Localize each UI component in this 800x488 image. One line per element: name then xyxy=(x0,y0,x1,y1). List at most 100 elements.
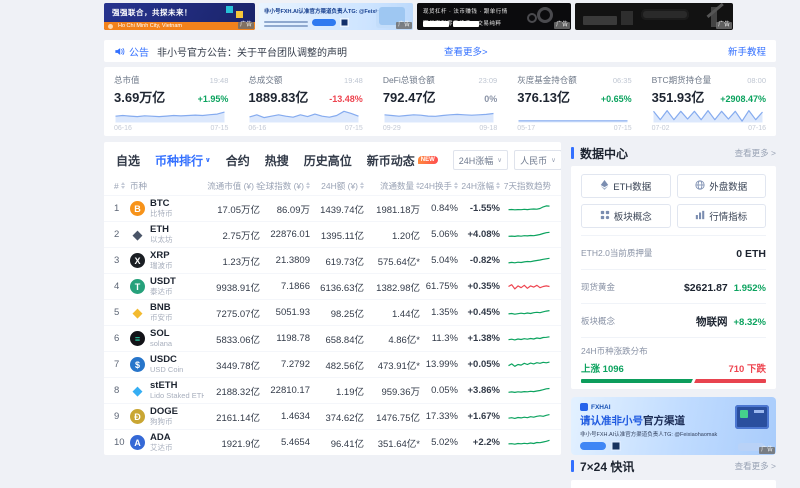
coin-row[interactable]: 3 X XRP 瑞波币 1.23万亿 21.3809 619.73亿 575.6… xyxy=(104,247,561,273)
coin-row[interactable]: 6 ≡ SOL solana 5833.06亿 1198.78 658.84亿 … xyxy=(104,325,561,351)
column-header[interactable]: 24H换手 xyxy=(419,180,458,192)
beginner-tutorial-link[interactable]: 新手教程 xyxy=(727,47,766,58)
stat-value: 1889.83亿 xyxy=(248,90,309,105)
circulating-supply: 1981.18万 xyxy=(376,204,420,216)
up-count: 上涨 1096 xyxy=(581,364,624,375)
ranking-tab[interactable]: 新币动态∨NEW xyxy=(367,152,438,169)
ad-illustration xyxy=(735,405,769,429)
stat-change: +1.95% xyxy=(197,94,229,104)
ranking-tab[interactable]: 币种排行 ∨ xyxy=(155,153,211,168)
coin-row[interactable]: 4 T USDT 泰达币 9938.91亿 7.1866 6136.63亿 13… xyxy=(104,273,561,299)
metric-row[interactable]: 板块概念 物联网 +8.32% xyxy=(581,303,766,330)
data-center-button[interactable]: 板块概念 xyxy=(581,204,671,228)
stat-sparkline xyxy=(652,107,766,124)
news-card-cut xyxy=(571,480,776,488)
volume-24h: 98.25亿 xyxy=(330,308,364,320)
coin-icon: Ð xyxy=(130,409,145,424)
metric-row[interactable]: ETH2.0当前质押量 0 ETH xyxy=(581,235,766,262)
news-more-link[interactable]: 查看更多 > xyxy=(734,461,776,471)
column-header[interactable]: 全球指数 (¥) xyxy=(257,180,310,192)
volume-24h: 6136.63亿 xyxy=(320,282,364,294)
metric-list: ETH2.0当前质押量 0 ETH 现货黄金 $2621.87 1.952% 板块… xyxy=(581,235,766,330)
market-cap: 3449.78亿 xyxy=(216,360,260,372)
grid-icon xyxy=(600,210,610,223)
sort-select[interactable]: 24H涨幅 ∨ xyxy=(452,150,509,170)
coin-row[interactable]: 5 ◆ BNB 币安币 7275.07亿 5051.93 98.25亿 1.44… xyxy=(104,299,561,325)
market-cap: 7275.07亿 xyxy=(216,308,260,320)
sort-icon xyxy=(454,182,458,189)
news-title: 7×24 快讯 xyxy=(580,459,635,474)
coin-row[interactable]: 2 ◆ ETH 以太坊 2.75万亿 22876.01 1395.11亿 1.2… xyxy=(104,221,561,247)
ad-button[interactable] xyxy=(312,19,336,26)
circulating-supply: 1.20亿 xyxy=(392,230,420,242)
ad-decor xyxy=(236,11,243,18)
ad-decor xyxy=(583,16,617,25)
market-cap: 5833.06亿 xyxy=(216,334,260,346)
ad-button[interactable] xyxy=(580,442,606,450)
currency-select[interactable]: 人民币 ∨ xyxy=(514,150,561,170)
stat-date-start: 05-17 xyxy=(517,125,536,132)
chevron-down-icon: ∨ xyxy=(205,157,211,164)
coin-row[interactable]: 8 ◆ stETH Lido Staked ETH 2188.32亿 22810… xyxy=(104,377,561,403)
coin-name: 狗狗币 xyxy=(150,416,173,426)
official-channel-sidebar-ad[interactable]: FXHAI 请认准非小号官方渠道 非小号FXH.AI认准官方渠道负责人TG: @… xyxy=(571,397,776,455)
column-header[interactable]: 24H涨幅 xyxy=(461,180,500,192)
coin-symbol: XRP xyxy=(150,251,170,262)
ranking-tab[interactable]: 合约∨ xyxy=(225,153,250,168)
column-header[interactable]: 流通市值 (¥) xyxy=(207,180,260,192)
exchange-ad-banner[interactable]: 现货杠杆 · 法币赚钱 · 跟单行情 期权套利零手续费 · 交易纯粹 广告 xyxy=(417,3,571,30)
stat-panel[interactable]: DeFi总锁仓额 23:09 792.47亿 0% 09-29 09-18 xyxy=(373,72,507,132)
stat-date-end: 07-15 xyxy=(613,125,632,132)
global-index: 21.3809 xyxy=(275,255,310,266)
data-center-button[interactable]: 行情指标 xyxy=(676,204,766,228)
ranking-tab[interactable]: 热搜∨ xyxy=(264,153,289,168)
stat-panel[interactable]: 总市值 19:48 3.69万亿 +1.95% 06-16 07-15 xyxy=(104,72,238,132)
metric-row[interactable]: 现货黄金 $2621.87 1.952% xyxy=(581,269,766,296)
ranking-tab[interactable]: 历史高位∨ xyxy=(303,153,352,168)
data-center-button[interactable]: ETH数据 xyxy=(581,174,671,198)
column-header[interactable]: 流通数量 xyxy=(380,180,420,192)
column-header[interactable]: # xyxy=(114,181,130,191)
stat-panel[interactable]: BTC期货持仓量 08:00 351.93亿 +2908.47% 07-02 0… xyxy=(642,72,776,132)
column-header[interactable]: 币种 xyxy=(130,180,148,191)
stat-time: 19:48 xyxy=(209,75,229,85)
ranking-tab[interactable]: 自选∨ xyxy=(116,153,141,168)
official-channel-ad-banner[interactable]: 非小号FXH.AI认准官方渠道负责人TG: @Feixiaohaomak 广告 xyxy=(259,3,413,30)
coin-row[interactable]: 9 Ð DOGE 狗狗币 2161.14亿 1.4634 374.62亿 147… xyxy=(104,403,561,429)
stat-date-end: 07-15 xyxy=(344,125,363,132)
coin-symbol: BTC xyxy=(150,199,170,210)
announcement-more-link[interactable]: 查看更多> xyxy=(444,47,488,58)
partner-ad-banner[interactable]: 强强联合，共探未来！ Ho Chi Minh City, Vietnam 广告 xyxy=(104,3,255,30)
trend-sparkline xyxy=(507,227,551,242)
coin-symbol: stETH xyxy=(150,381,178,392)
ad-illustration xyxy=(379,7,405,25)
announcement-text[interactable]: 非小号官方公告：关于平台团队调整的声明 xyxy=(157,47,347,59)
turnover-24h: 13.99% xyxy=(425,359,458,370)
stat-time: 23:09 xyxy=(478,75,498,85)
data-center-more-link[interactable]: 查看更多 > xyxy=(734,148,776,158)
coin-row[interactable]: 10 A ADA 艾达币 1921.9亿 5.4654 96.41亿 351.6… xyxy=(104,429,561,455)
coin-icon: B xyxy=(130,201,145,216)
stat-change: +0.65% xyxy=(600,94,632,104)
stat-change: 0% xyxy=(484,94,498,104)
stat-panel[interactable]: 总成交额 19:48 1889.83亿 -13.48% 06-16 07-15 xyxy=(238,72,372,132)
trend-sparkline xyxy=(507,253,551,268)
data-center-header: 数据中心 查看更多 > xyxy=(571,144,776,162)
stat-date-start: 06-16 xyxy=(248,125,267,132)
column-header[interactable]: 24H额 (¥) xyxy=(321,180,364,192)
down-count: 710 下跌 xyxy=(728,364,766,375)
coin-symbol: ADA xyxy=(150,433,171,444)
stat-panel[interactable]: 灰度基金持仓额 06:35 376.13亿 +0.65% 05-17 07-15 xyxy=(507,72,641,132)
coin-row[interactable]: 7 $ USDC USD Coin 3449.78亿 7.2792 482.56… xyxy=(104,351,561,377)
trend-sparkline xyxy=(507,201,551,216)
table-controls: 24H涨幅 ∨ 人民币 ∨ xyxy=(452,150,561,170)
column-header[interactable]: 7天指数趋势 xyxy=(503,180,551,191)
sort-icon xyxy=(496,182,500,189)
coin-row[interactable]: 1 B BTC 比特币 17.05万亿 86.09万 1439.74亿 1981… xyxy=(104,195,561,221)
turnover-24h: 17.33% xyxy=(425,411,458,422)
qr-code xyxy=(340,18,349,27)
stat-time: 06:35 xyxy=(612,75,632,85)
data-center-button[interactable]: 外盘数据 xyxy=(676,174,766,198)
ad-decor xyxy=(641,9,689,20)
mining-ad-banner[interactable]: 广告 xyxy=(575,3,733,30)
